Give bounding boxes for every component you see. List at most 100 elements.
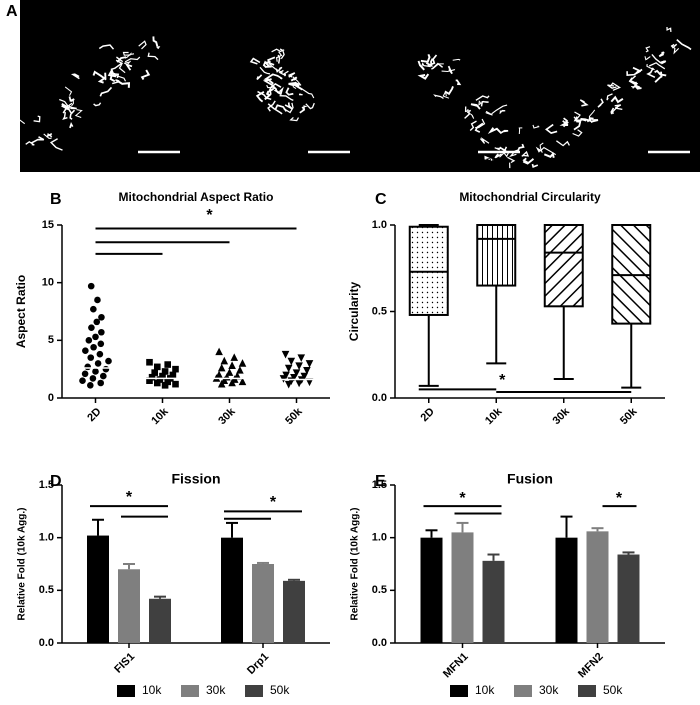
box xyxy=(543,224,584,308)
mitochondrion xyxy=(531,163,539,169)
legend-swatch xyxy=(245,685,263,697)
mitochondrion xyxy=(597,98,604,108)
scale-bar-label: 25 µm xyxy=(146,156,171,166)
legend-label: 30k xyxy=(206,683,226,697)
data-point xyxy=(98,313,105,321)
legend-swatch xyxy=(450,685,468,697)
y-tick-label: 15 xyxy=(42,219,54,231)
data-point xyxy=(154,363,161,371)
data-point xyxy=(305,360,314,368)
data-point xyxy=(154,379,161,387)
mitochondrion xyxy=(285,87,294,96)
x-tick-label: 10k xyxy=(483,405,505,427)
data-point xyxy=(217,379,226,388)
mitochondrion xyxy=(660,60,666,65)
mitochondrion xyxy=(562,117,569,125)
bar xyxy=(283,580,305,643)
data-point xyxy=(146,377,153,384)
mitochondrion xyxy=(522,158,535,165)
mitochondrion xyxy=(545,123,558,135)
mitochondrion xyxy=(455,79,462,86)
significance-label: * xyxy=(499,372,506,389)
mitochondrion xyxy=(485,110,493,116)
data-point xyxy=(156,376,164,383)
mitochondrion xyxy=(9,133,20,139)
mitochondrion xyxy=(535,146,543,153)
legend-label: 50k xyxy=(603,683,623,697)
mitochondrion xyxy=(654,71,663,83)
mitochondrion xyxy=(487,127,503,135)
mitochondrion xyxy=(287,72,296,78)
data-point xyxy=(87,282,95,290)
mitochondrion xyxy=(580,118,592,122)
mitochondrion xyxy=(305,102,315,110)
mitochondrion xyxy=(140,69,151,80)
x-tick-label: 30k xyxy=(550,405,572,427)
bar xyxy=(87,535,109,643)
mitochondrion xyxy=(123,60,131,66)
x-tick-label: MFN1 xyxy=(441,651,471,681)
mitochondrion xyxy=(444,86,454,96)
micrographs xyxy=(9,26,692,169)
mitochondrion xyxy=(116,79,131,88)
mitochondrion xyxy=(470,103,481,110)
y-axis-label: Aspect Ratio xyxy=(14,275,28,348)
mitochondrion xyxy=(283,102,294,114)
mitochondrion xyxy=(69,122,74,129)
mitochondrion xyxy=(670,43,678,49)
data-point xyxy=(228,361,236,370)
mitochondrion xyxy=(93,102,102,107)
significance-label: * xyxy=(459,490,466,507)
y-tick-label: 0.0 xyxy=(372,637,387,649)
mitochondrion xyxy=(626,70,641,76)
mitochondrion xyxy=(30,136,45,144)
data-point xyxy=(236,366,244,374)
mitochondrion xyxy=(491,104,508,115)
mitochondrion xyxy=(274,104,287,112)
y-tick-label: 0.0 xyxy=(39,637,54,649)
mitochondrion xyxy=(676,38,692,51)
mitochondrion xyxy=(417,73,430,80)
x-tick-label: FIS1 xyxy=(112,651,137,676)
box xyxy=(476,224,517,287)
image-label: 50k xyxy=(550,12,583,34)
data-point xyxy=(217,363,226,372)
mitochondrion xyxy=(474,122,484,133)
chart-title: Mitochondrial Aspect Ratio xyxy=(119,190,274,204)
chart-title: Fusion xyxy=(507,471,553,487)
mitochondrion xyxy=(267,103,283,115)
mitochondrion xyxy=(116,56,127,63)
data-point xyxy=(89,375,97,382)
y-tick-label: 1.0 xyxy=(372,532,387,544)
x-tick-label: 2D xyxy=(418,406,436,424)
data-point xyxy=(303,367,311,375)
data-point xyxy=(90,343,97,351)
mitochondrion xyxy=(298,93,303,96)
data-point xyxy=(102,365,110,373)
mitochondrion xyxy=(648,62,666,70)
legend-swatch xyxy=(578,685,596,697)
mitochondrion xyxy=(556,140,570,147)
mitochondrion xyxy=(46,133,53,138)
data-point xyxy=(172,380,179,388)
mitochondrion xyxy=(573,111,581,121)
mitochondrion xyxy=(644,56,651,61)
data-point xyxy=(79,377,86,385)
mitochondrion xyxy=(69,109,76,120)
data-point xyxy=(85,337,93,344)
mitochondrion xyxy=(289,116,300,122)
mitochondrion xyxy=(292,82,300,90)
mitochondrion xyxy=(518,127,523,135)
bar xyxy=(221,537,243,643)
mitochondrion xyxy=(516,143,525,153)
mitochondrion xyxy=(259,66,271,75)
mitochondrion xyxy=(279,48,285,60)
mitochondrion xyxy=(68,96,75,102)
mitochondrion xyxy=(507,156,516,169)
mitochondrion xyxy=(606,93,613,101)
mitochondrion xyxy=(97,72,107,84)
bar xyxy=(617,554,640,643)
mitochondrion xyxy=(494,153,502,159)
mitochondrion xyxy=(480,100,489,107)
mitochondrion xyxy=(610,95,624,104)
